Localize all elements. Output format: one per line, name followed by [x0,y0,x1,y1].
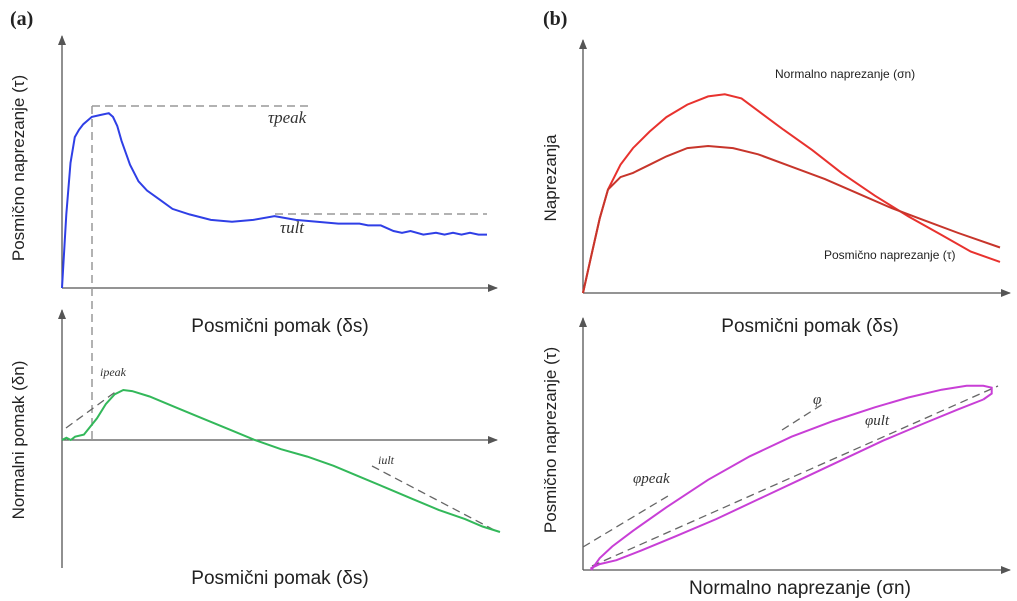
panel-label-a: (a) [10,8,33,30]
series-label-normal-stress: Normalno naprezanje (σn) [775,67,915,81]
a-bottom-x-label: Posmični pomak (δs) [191,568,368,589]
tau-peak-label: τpeak [268,108,307,127]
chart-b-top: Normalno naprezanje (σn) Posmično naprez… [541,39,1011,337]
chart-b-bottom: φ φult φpeak Normalno naprezanje (σn) Po… [541,317,1011,599]
i-peak-tangent [65,389,119,429]
i-ult-label: iult [378,453,395,467]
tau-ult-label: τult [280,218,305,237]
series-line-loading [590,384,993,571]
phi-ult-line [591,385,999,567]
phi-peak-tangent [582,495,669,548]
chart-a-top: τpeak τult Posmični pomak (δs) Posmično … [9,35,498,440]
i-peak-label: ipeak [100,365,127,379]
series-line-normal-displacement [61,388,501,533]
b-bottom-x-label: Normalno naprezanje (σn) [689,578,911,599]
series-line-shear-stress-b [582,144,1001,294]
i-ult-tangent [371,465,499,533]
chart-a-bottom: ipeak iult Posmični pomak (δs) Normalni … [9,309,501,589]
b-top-y-label: Naprezanja [541,134,560,221]
b-bottom-y-label: Posmično naprezanje (τ) [541,347,560,533]
phi-tangent [781,401,827,431]
a-top-y-label: Posmično naprezanje (τ) [9,75,28,261]
series-line-unloading [590,398,984,570]
series-line-shear-stress [61,112,487,289]
panel-label-b: (b) [543,8,567,30]
a-top-x-label: Posmični pomak (δs) [191,316,368,337]
series-label-shear-stress: Posmično naprezanje (τ) [824,248,955,262]
a-bottom-y-label: Normalni pomak (δn) [9,361,28,520]
phi-peak-label: φpeak [633,471,670,487]
series-line-normal-stress [582,93,1001,294]
phi-ult-label: φult [865,413,890,429]
b-top-x-label: Posmični pomak (δs) [721,316,898,337]
phi-label: φ [813,392,821,408]
